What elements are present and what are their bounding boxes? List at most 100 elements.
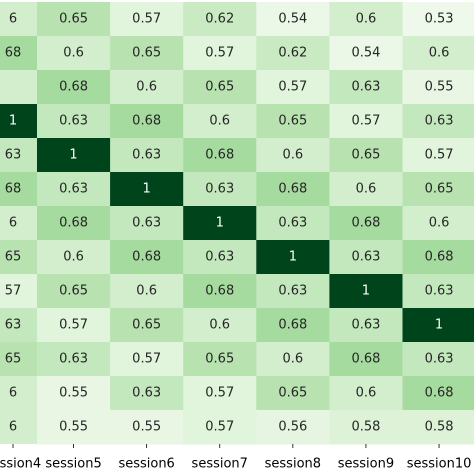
x-tick-label: session10	[407, 457, 472, 472]
heatmap-cell	[256, 104, 330, 139]
heatmap-cell-label: 0.6	[356, 12, 377, 27]
heatmap-cell-label: 0.68	[425, 386, 454, 401]
heatmap-cell	[110, 36, 184, 71]
x-tick-label: session9	[338, 457, 394, 472]
cropped-cell-label: 6	[9, 12, 17, 27]
x-tick-label: session5	[45, 457, 101, 472]
heatmap-cell	[402, 206, 474, 241]
heatmap-cell-label: 0.62	[278, 46, 307, 61]
heatmap-cell-label: 0.6	[283, 352, 304, 367]
heatmap-cell-label: 0.55	[425, 80, 454, 95]
heatmap-cell-cropped	[0, 36, 37, 70]
heatmap-cell	[329, 376, 403, 411]
heatmap-cell-label: 1	[435, 318, 443, 333]
heatmap-cell	[110, 240, 184, 275]
heatmap-cell	[37, 172, 111, 207]
heatmap-cell-label: 0.57	[59, 318, 88, 333]
heatmap-cell-label: 0.63	[132, 148, 161, 163]
x-tick-label: session6	[118, 457, 174, 472]
heatmap-cell-label: 1	[216, 216, 224, 231]
heatmap-cell	[256, 274, 330, 309]
heatmap-cell-label: 0.53	[425, 12, 454, 27]
heatmap-cell-label: 0.63	[351, 250, 380, 265]
heatmap-cell-cropped	[0, 376, 37, 410]
heatmap-cell	[37, 376, 111, 411]
heatmap-cell-cropped	[0, 274, 37, 308]
heatmap-cell	[110, 70, 184, 105]
cropped-cell-label: 1	[9, 114, 17, 129]
heatmap-cell	[256, 138, 330, 173]
heatmap-cell	[329, 274, 403, 309]
heatmap-cell-cropped	[0, 240, 37, 274]
heatmap-cell-label: 0.65	[278, 114, 307, 129]
heatmap-cell	[183, 2, 257, 37]
heatmap-cell	[402, 70, 474, 105]
x-axis-ticks: session4 session5 session6 session7 session8…	[0, 444, 471, 472]
heatmap-cell-cropped	[0, 206, 37, 240]
heatmap-cell-label: 0.57	[205, 420, 234, 435]
heatmap-cell-label: 0.65	[205, 352, 234, 367]
x-tick-label: session4	[0, 457, 41, 472]
heatmap-cell	[402, 274, 474, 309]
heatmap-cell-label: 0.63	[59, 114, 88, 129]
heatmap-cell-label: 0.68	[132, 250, 161, 265]
heatmap-cell	[183, 308, 257, 343]
heatmap-cell	[37, 240, 111, 275]
heatmap-cell-label: 0.68	[59, 80, 88, 95]
heatmap-cell	[402, 342, 474, 377]
heatmap-cell	[329, 138, 403, 173]
heatmap-cell-label: 0.6	[136, 284, 157, 299]
heatmap-cell-label: 0.63	[205, 250, 234, 265]
heatmap-cell	[402, 138, 474, 173]
heatmap-cell	[37, 342, 111, 377]
heatmap-cell-label: 0.57	[132, 12, 161, 27]
heatmap-cell-label: 0.68	[205, 148, 234, 163]
heatmap-cell-label: 0.6	[429, 46, 450, 61]
heatmap-cell-label: 0.63	[351, 80, 380, 95]
heatmap-cell	[329, 70, 403, 105]
cropped-cell-label: 6	[9, 420, 17, 435]
heatmap-cell-label: 0.55	[59, 420, 88, 435]
heatmap-cell-label: 0.63	[278, 216, 307, 231]
heatmap-cell-label: 0.6	[63, 46, 84, 61]
heatmap-cell-label: 0.6	[209, 318, 230, 333]
heatmap-cell-cropped	[0, 138, 37, 172]
heatmap-cell-label: 0.65	[59, 284, 88, 299]
cropped-cell-label: 63	[5, 318, 22, 333]
heatmap-cell	[402, 2, 474, 37]
heatmap-cell-label: 0.63	[59, 352, 88, 367]
heatmap-cell-label: 0.63	[132, 216, 161, 231]
heatmap-cell	[183, 342, 257, 377]
heatmap-cell	[110, 138, 184, 173]
heatmap-cell	[110, 376, 184, 411]
heatmap-cell	[329, 410, 403, 445]
heatmap-cell	[110, 308, 184, 343]
heatmap-cell-label: 0.63	[425, 352, 454, 367]
heatmap-cell	[256, 376, 330, 411]
heatmap-cell	[37, 274, 111, 309]
heatmap-cell-label: 0.63	[132, 386, 161, 401]
heatmap-cell-label: 0.54	[278, 12, 307, 27]
heatmap-cell	[37, 308, 111, 343]
heatmap-cell-label: 0.57	[351, 114, 380, 129]
heatmap-cell	[110, 206, 184, 241]
heatmap-cell-label: 0.68	[351, 352, 380, 367]
heatmap-cell-label: 0.6	[63, 250, 84, 265]
heatmap-cell-cropped	[0, 172, 37, 206]
heatmap-cell-label: 0.68	[205, 284, 234, 299]
heatmap-cell	[183, 376, 257, 411]
heatmap-cell	[37, 36, 111, 71]
heatmap-cell-label: 0.6	[283, 148, 304, 163]
heatmap-cell	[37, 138, 111, 173]
cropped-cell-label: 63	[5, 148, 22, 163]
heatmap-cell-label: 0.68	[425, 250, 454, 265]
heatmap-cell	[402, 36, 474, 71]
heatmap-cell-label: 0.63	[351, 318, 380, 333]
heatmap-cell-label: 0.57	[425, 148, 454, 163]
heatmap-cell	[110, 172, 184, 207]
heatmap-cell	[37, 104, 111, 139]
heatmap-cell	[329, 206, 403, 241]
cropped-cell-label: 68	[5, 46, 22, 61]
cropped-cell-label: 6	[9, 386, 17, 401]
heatmap-cell-cropped	[0, 410, 37, 444]
